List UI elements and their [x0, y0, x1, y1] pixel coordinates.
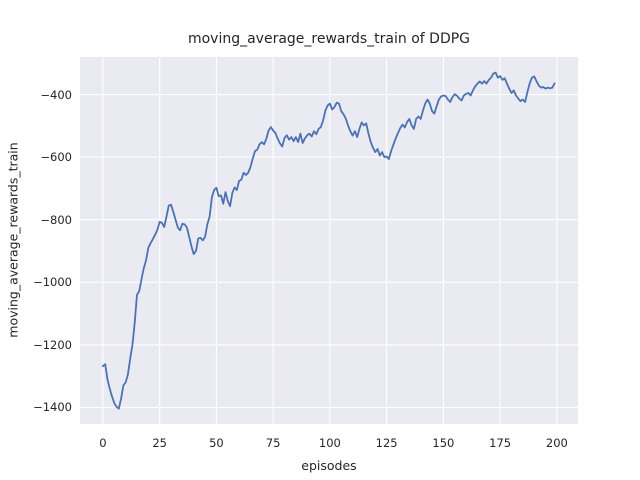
x-tick-label: 25 — [152, 436, 167, 450]
x-axis-label: episodes — [301, 458, 357, 473]
x-tick-label: 150 — [432, 436, 455, 450]
x-tick-label: 0 — [99, 436, 107, 450]
plot-svg — [80, 57, 578, 424]
x-tick-label: 75 — [265, 436, 281, 450]
y-tick-label: −400 — [40, 87, 72, 102]
y-tick-label: −1200 — [33, 337, 72, 352]
plot-area — [80, 57, 578, 424]
y-tick-label: −600 — [40, 150, 72, 165]
y-tick-label: −800 — [40, 212, 72, 227]
gridlines — [80, 57, 578, 424]
y-axis-label: moving_average_rewards_train — [5, 142, 21, 338]
x-tick-label: 200 — [545, 436, 568, 450]
y-tick-label: −1400 — [33, 400, 72, 415]
x-tick-label: 125 — [375, 436, 398, 450]
series-line — [102, 71, 556, 410]
y-tick-label: −1000 — [33, 275, 72, 290]
x-tick-label: 175 — [489, 436, 512, 450]
chart-title: moving_average_rewards_train of DDPG — [187, 31, 471, 47]
x-tick-label: 100 — [318, 436, 341, 450]
x-tick-label: 50 — [209, 436, 224, 450]
